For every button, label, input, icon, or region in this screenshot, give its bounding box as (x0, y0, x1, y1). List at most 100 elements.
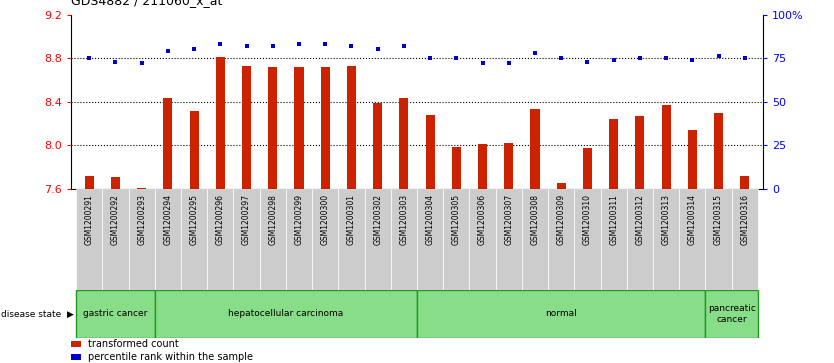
Bar (76, 189, 103, 290)
Bar (452, 147, 461, 189)
Text: GSM1200309: GSM1200309 (557, 194, 565, 245)
Point (371, 46, 384, 52)
Point (476, 60, 490, 66)
Bar (128, 189, 155, 290)
Bar (391, 189, 417, 290)
Point (660, 55, 673, 61)
Bar (85, 176, 94, 189)
Text: GSM1200296: GSM1200296 (216, 194, 225, 245)
Bar (495, 189, 522, 290)
Text: GSM1200300: GSM1200300 (321, 194, 329, 245)
Text: GSM1200304: GSM1200304 (425, 194, 435, 245)
Text: GSM1200302: GSM1200302 (373, 194, 382, 245)
Text: GSM1200307: GSM1200307 (505, 194, 513, 245)
Point (293, 41, 306, 47)
Point (214, 41, 227, 47)
Text: GSM1200315: GSM1200315 (714, 194, 723, 245)
Bar (714, 113, 723, 189)
Text: GSM1200310: GSM1200310 (583, 194, 592, 245)
Bar (216, 57, 225, 189)
Bar (600, 189, 627, 290)
Bar (269, 67, 278, 189)
Point (580, 59, 594, 65)
Bar (688, 130, 697, 189)
Bar (679, 189, 706, 290)
Bar (242, 66, 251, 189)
Text: GSM1200298: GSM1200298 (269, 194, 277, 245)
Text: GSM1200306: GSM1200306 (478, 194, 487, 245)
Text: GSM1200292: GSM1200292 (111, 194, 120, 245)
Point (424, 55, 437, 61)
Bar (111, 177, 120, 189)
Point (712, 53, 726, 59)
Text: GSM1200312: GSM1200312 (636, 194, 645, 245)
Point (240, 43, 254, 49)
Bar (163, 98, 173, 189)
Bar (294, 67, 304, 189)
Bar (312, 189, 339, 290)
Point (738, 55, 751, 61)
Bar (286, 189, 312, 290)
Text: GSM1200299: GSM1200299 (294, 194, 304, 245)
Text: GSM1200291: GSM1200291 (85, 194, 93, 245)
Bar (530, 109, 540, 189)
Bar (661, 105, 671, 189)
Point (555, 55, 568, 61)
Bar (627, 189, 653, 290)
Point (344, 43, 358, 49)
Text: gastric cancer: gastric cancer (83, 310, 148, 318)
Text: GDS4882 / 211060_x_at: GDS4882 / 211060_x_at (71, 0, 223, 7)
Point (607, 57, 620, 63)
Bar (556, 183, 565, 189)
Text: GSM1200308: GSM1200308 (530, 194, 540, 245)
Bar (740, 176, 749, 189)
Bar (207, 189, 234, 290)
Point (450, 55, 463, 61)
Point (161, 48, 174, 54)
Text: disease state  ▶: disease state ▶ (1, 310, 73, 318)
Bar (76, 290, 155, 338)
Bar (417, 290, 706, 338)
Bar (470, 189, 495, 290)
Bar (636, 116, 645, 189)
Bar (189, 111, 198, 189)
Point (188, 46, 201, 52)
Text: GSM1200297: GSM1200297 (242, 194, 251, 245)
Bar (399, 98, 409, 189)
Bar (706, 290, 758, 338)
Bar (443, 189, 470, 290)
Text: transformed count: transformed count (88, 339, 178, 349)
Bar (137, 188, 146, 189)
Bar (339, 189, 364, 290)
Point (319, 41, 332, 47)
Text: GSM1200316: GSM1200316 (741, 194, 749, 245)
Point (135, 60, 148, 66)
Text: normal: normal (545, 310, 577, 318)
Bar (609, 119, 618, 189)
Bar (417, 189, 443, 290)
Bar (425, 115, 435, 189)
Bar (364, 189, 391, 290)
Point (502, 60, 515, 66)
Bar (653, 189, 679, 290)
Point (83, 55, 96, 61)
Bar (548, 189, 575, 290)
Bar (103, 189, 128, 290)
Bar (155, 189, 181, 290)
Text: GSM1200311: GSM1200311 (609, 194, 618, 245)
Text: GSM1200295: GSM1200295 (189, 194, 198, 245)
Bar (731, 189, 758, 290)
Point (686, 57, 699, 63)
Text: GSM1200305: GSM1200305 (452, 194, 461, 245)
Text: pancreatic
cancer: pancreatic cancer (708, 304, 756, 324)
Bar (522, 189, 548, 290)
Bar (575, 189, 600, 290)
Point (633, 55, 646, 61)
Bar (234, 189, 259, 290)
Point (528, 50, 541, 56)
Text: GSM1200314: GSM1200314 (688, 194, 697, 245)
Bar (706, 189, 731, 290)
Bar (259, 189, 286, 290)
Point (108, 59, 122, 65)
Bar (71, 341, 81, 347)
